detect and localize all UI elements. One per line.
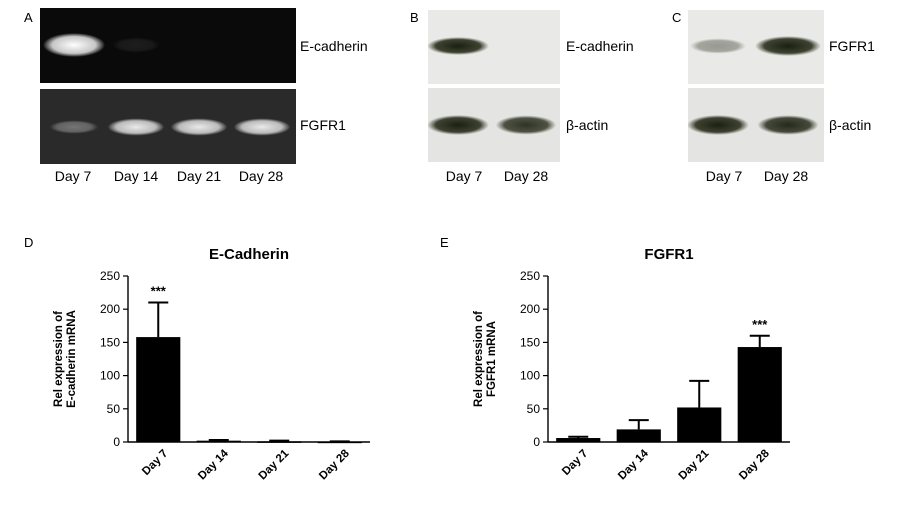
y-tick-label: 100	[520, 369, 540, 383]
blot-b-top-band-1	[428, 37, 489, 55]
x-tick-label: Day 28	[317, 447, 352, 482]
blot-panel-b	[428, 10, 560, 162]
panel-b-top-label: E-cadherin	[566, 38, 634, 54]
bar-3	[257, 441, 302, 443]
blot-b-bottom-band-1	[428, 115, 489, 135]
chart-title: E-Cadherin	[209, 246, 289, 263]
panel-letter-e: E	[440, 235, 449, 250]
panel-b-lane-2: Day 28	[503, 168, 549, 184]
bar-4	[317, 441, 362, 444]
blot-c-top-band-1	[689, 38, 747, 54]
significance-label: ***	[752, 317, 768, 332]
panel-c-bottom-label: β-actin	[829, 117, 872, 133]
chart-panel-e: E FGFR1 Rel expression ofFGFR1 mRNA 0 50 100 1…	[440, 235, 790, 482]
blot-c-bottom-band-1	[688, 115, 749, 135]
panel-a-lane-1: Day 7	[54, 168, 92, 184]
x-tick-label: Day 21	[257, 447, 292, 482]
y-axis-label: Rel expression ofFGFR1 mRNA	[473, 311, 498, 407]
y-tick-label: 250	[100, 269, 120, 283]
blot-panel-c	[688, 10, 824, 162]
chart-title: FGFR1	[644, 246, 693, 263]
y-axis-label: Rel expression ofE-cadherin mRNA	[53, 310, 78, 408]
significance-label: ***	[151, 284, 167, 299]
y-tick-label: 200	[520, 302, 540, 316]
y-tick-label: 150	[100, 335, 120, 349]
y-tick-label: 0	[533, 435, 540, 449]
x-tick-label: Day 7	[560, 448, 590, 478]
panel-c-lane-1: Day 7	[705, 168, 743, 184]
bar-2	[616, 429, 661, 442]
y-tick-label: 250	[520, 269, 540, 283]
x-tick-label: Day 28	[737, 447, 772, 482]
chart-panel-d: D E-Cadherin Rel expression ofE-cadherin m…	[24, 235, 370, 482]
gel-panel-a	[40, 8, 296, 164]
panel-b-bottom-label: β-actin	[566, 117, 609, 133]
gel-a-bottom-band-2	[107, 118, 165, 136]
bar-4	[737, 347, 782, 442]
panel-a-bottom-label: FGFR1	[300, 117, 346, 133]
gel-a-bottom-band-1	[49, 120, 99, 134]
bar-1	[556, 438, 601, 442]
panel-a-lane-4: Day 28	[238, 168, 284, 184]
y-tick-label: 50	[527, 402, 541, 416]
gel-a-top-band-2	[112, 37, 160, 53]
panel-a-lane-3: Day 21	[176, 168, 222, 184]
x-tick-label: Day 7	[140, 448, 170, 478]
y-tick-label: 50	[107, 402, 121, 416]
gel-a-bottom-band-3	[170, 118, 228, 136]
panel-letter-c: C	[672, 10, 682, 25]
bar-1	[136, 337, 181, 442]
panel-letter-a: A	[24, 10, 33, 25]
y-tick-label: 150	[520, 335, 540, 349]
y-tick-label: 0	[113, 435, 120, 449]
panel-letter-b: B	[410, 10, 419, 25]
panel-a-top-label: E-cadherin	[300, 38, 368, 54]
panel-b-lane-1: Day 7	[445, 168, 483, 184]
blot-c-top-band-2	[755, 36, 821, 56]
x-tick-label: Day 14	[196, 447, 231, 482]
gel-a-top-band-1	[43, 33, 105, 57]
panel-c-lane-2: Day 28	[763, 168, 809, 184]
y-tick-label: 100	[100, 369, 120, 383]
gel-a-bottom-band-4	[233, 118, 291, 136]
x-tick-label: Day 14	[616, 447, 651, 482]
x-tick-label: Day 21	[677, 447, 712, 482]
panel-letter-d: D	[24, 235, 33, 250]
bar-2	[196, 440, 241, 443]
y-tick-label: 200	[100, 302, 120, 316]
blot-b-bottom-band-2	[495, 115, 557, 135]
blot-c-bottom-band-2	[757, 115, 819, 135]
panel-c-top-label: FGFR1	[829, 38, 875, 54]
panel-a-lane-2: Day 14	[113, 168, 159, 184]
bar-3	[677, 407, 722, 442]
